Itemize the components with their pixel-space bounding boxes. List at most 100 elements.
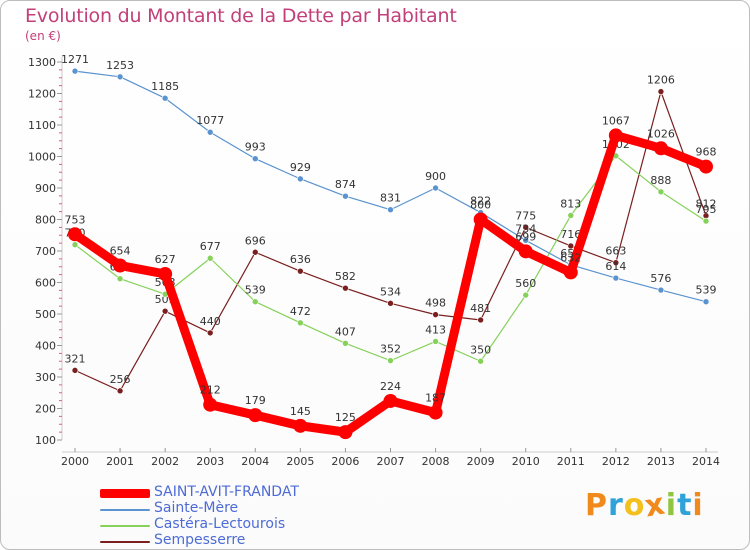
data-point-sempesserre	[657, 88, 665, 95]
x-tick-label: 2002	[151, 455, 179, 468]
data-point-castera-lectourois	[432, 338, 439, 345]
data-label-sainte-mere: 831	[380, 192, 401, 205]
data-label-saint-avit-frandat: 753	[65, 213, 86, 226]
data-point-saint-avit-frandat	[113, 258, 128, 273]
data-point-sainte-mere	[206, 128, 214, 136]
data-label-sempesserre: 663	[605, 245, 626, 258]
y-tick-label: 100	[35, 434, 56, 447]
data-label-castera-lectourois: 413	[425, 323, 446, 336]
data-point-sempesserre	[477, 316, 484, 324]
x-tick-label: 2013	[647, 455, 675, 468]
data-point-saint-avit-frandat	[653, 141, 668, 156]
data-point-saint-avit-frandat	[428, 405, 443, 420]
chart-title: Evolution du Montant de la Dette par Hab…	[25, 5, 457, 27]
data-label-castera-lectourois: 795	[696, 203, 717, 216]
data-point-sempesserre	[522, 224, 530, 231]
data-point-saint-avit-frandat	[518, 244, 533, 259]
data-label-sainte-mere: 874	[335, 178, 356, 191]
x-tick-label: 2006	[331, 455, 359, 468]
x-tick-label: 2010	[512, 455, 540, 468]
data-point-sainte-mere	[657, 286, 665, 294]
data-point-sainte-mere	[612, 274, 620, 282]
data-label-saint-avit-frandat: 145	[290, 405, 311, 418]
x-tick-label: 2008	[422, 455, 450, 468]
data-label-castera-lectourois: 407	[335, 325, 356, 338]
data-point-sempesserre	[251, 248, 259, 256]
x-tick-label: 2001	[106, 455, 134, 468]
data-point-saint-avit-frandat	[293, 418, 308, 433]
y-tick-label: 400	[35, 340, 56, 353]
data-point-sainte-mere	[251, 155, 259, 163]
data-label-sainte-mere: 1271	[61, 53, 89, 66]
data-label-sempesserre: 534	[380, 285, 401, 298]
data-point-castera-lectourois	[387, 357, 394, 364]
x-tick-label: 2009	[467, 455, 495, 468]
y-tick-label: 900	[35, 182, 56, 195]
data-label-sempesserre: 481	[470, 302, 491, 315]
data-label-saint-avit-frandat: 1067	[602, 114, 630, 127]
data-point-castera-lectourois	[251, 298, 259, 306]
data-label-sempesserre: 321	[65, 352, 86, 365]
y-tick-label: 1300	[28, 56, 56, 69]
data-label-castera-lectourois: 888	[650, 174, 671, 187]
x-tick-label: 2004	[241, 455, 269, 468]
data-label-sainte-mere: 1185	[151, 80, 179, 93]
y-tick-label: 200	[35, 403, 56, 416]
legend-label: SAINT-AVIT-FRANDAT	[154, 484, 299, 500]
data-label-sainte-mere: 993	[245, 141, 266, 154]
data-point-castera-lectourois	[477, 357, 484, 365]
x-tick-label: 2007	[377, 455, 405, 468]
data-label-sempesserre: 1206	[647, 74, 675, 87]
data-point-sempesserre	[116, 387, 124, 395]
data-label-saint-avit-frandat: 187	[425, 392, 446, 405]
data-label-saint-avit-frandat: 654	[110, 244, 131, 257]
y-tick-label: 1200	[28, 88, 56, 101]
data-point-sempesserre	[206, 329, 214, 337]
data-point-sainte-mere	[342, 192, 349, 200]
data-point-sempesserre	[387, 299, 394, 307]
data-label-sempesserre: 498	[425, 297, 446, 310]
data-point-sainte-mere	[116, 73, 124, 81]
x-tick-label: 2012	[602, 455, 630, 468]
data-label-saint-avit-frandat: 1026	[647, 127, 675, 140]
y-tick-label: 800	[35, 214, 56, 227]
y-tick-label: 300	[35, 371, 56, 384]
data-point-sempesserre	[567, 242, 575, 250]
data-label-sempesserre: 582	[335, 270, 356, 283]
data-point-saint-avit-frandat	[699, 159, 713, 174]
y-tick-label: 500	[35, 308, 56, 321]
data-label-saint-avit-frandat: 699	[515, 230, 536, 243]
x-tick-label: 2005	[286, 455, 314, 468]
data-label-castera-lectourois: 352	[380, 343, 401, 356]
x-tick-label: 2014	[692, 455, 720, 468]
data-point-castera-lectourois	[71, 241, 79, 248]
data-label-sainte-mere: 900	[425, 170, 446, 183]
data-label-saint-avit-frandat: 179	[245, 394, 266, 407]
data-point-sainte-mere	[522, 236, 530, 244]
legend-label: Sempesserre	[154, 532, 246, 548]
data-point-sainte-mere	[297, 175, 304, 183]
y-tick-label: 1000	[28, 151, 56, 164]
data-label-sainte-mere: 1077	[196, 114, 224, 127]
data-label-sainte-mere: 614	[605, 260, 626, 273]
data-point-sempesserre	[612, 259, 620, 266]
y-tick-label: 1100	[28, 119, 56, 132]
proxiti-logo: Proxiti	[585, 486, 704, 525]
legend-swatch	[100, 509, 150, 511]
data-point-saint-avit-frandat	[203, 397, 218, 412]
legend-swatch	[100, 525, 150, 527]
data-point-castera-lectourois	[702, 217, 710, 225]
data-label-saint-avit-frandat: 632	[560, 251, 581, 264]
data-point-saint-avit-frandat	[608, 128, 623, 143]
data-point-castera-lectourois	[567, 212, 575, 219]
data-label-sempesserre: 696	[245, 234, 266, 247]
data-label-saint-avit-frandat: 627	[155, 253, 176, 266]
data-point-sempesserre	[432, 311, 439, 318]
legend-label: Castéra-Lectourois	[154, 516, 286, 532]
data-point-sempesserre	[71, 367, 79, 374]
data-point-castera-lectourois	[297, 319, 304, 327]
x-tick-label: 2011	[557, 455, 585, 468]
data-point-saint-avit-frandat	[248, 408, 263, 423]
